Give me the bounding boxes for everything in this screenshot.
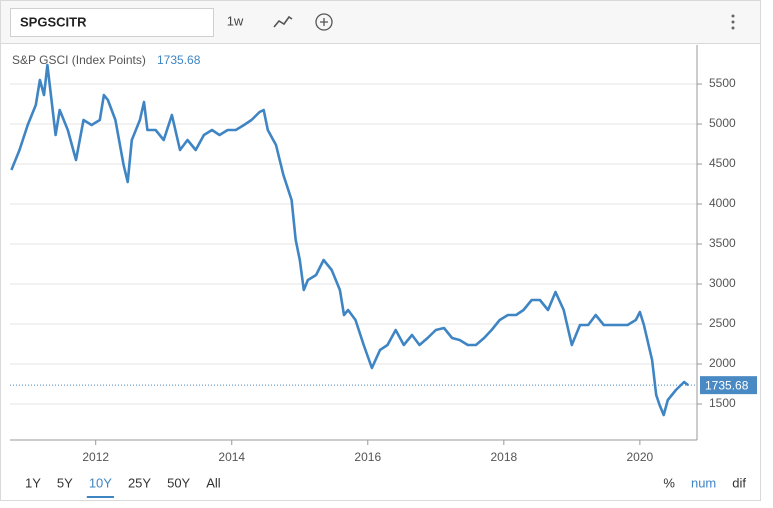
- y-tick-label: 4000: [709, 196, 736, 210]
- y-tick-label: 2500: [709, 316, 736, 330]
- range-button[interactable]: 50Y: [167, 475, 190, 490]
- x-tick-label: 2016: [354, 450, 381, 464]
- y-tick-label: 2000: [709, 356, 736, 370]
- x-tick-label: 2012: [82, 450, 109, 464]
- y-tick-label: 3500: [709, 236, 736, 250]
- last-value-box: [700, 376, 757, 395]
- mode-button[interactable]: num: [691, 475, 716, 490]
- y-tick-label: 1500: [709, 396, 736, 410]
- legend-name: S&P GSCI (Index Points): [12, 53, 146, 67]
- range-button[interactable]: 10Y: [89, 475, 112, 490]
- add-icon[interactable]: [315, 13, 333, 31]
- plot: 1500 2000 2500 3000 3500 4000 4500 5000 5500 2012…: [10, 45, 757, 464]
- y-tick-label: 5500: [709, 76, 736, 90]
- symbol-input[interactable]: [10, 8, 214, 37]
- range-button[interactable]: 5Y: [57, 475, 73, 490]
- y-tick-label: 4500: [709, 156, 736, 170]
- interval[interactable]: 1w: [227, 13, 244, 28]
- mode-button[interactable]: %: [663, 475, 675, 490]
- controls: 1Y 5Y 10Y 25Y 50Y All dif num%: [25, 475, 746, 498]
- y-tick-label: 3000: [709, 276, 736, 290]
- last-value-label: 1735.68: [705, 378, 749, 392]
- y-tick-label: 5000: [709, 116, 736, 130]
- x-tick-label: 2014: [218, 450, 245, 464]
- menu-icon[interactable]: [731, 14, 735, 30]
- legend-value: 1735.68: [157, 53, 201, 67]
- range-button[interactable]: 25Y: [128, 475, 151, 490]
- x-tick-label: 2018: [490, 450, 517, 464]
- mode-button[interactable]: dif: [732, 475, 746, 490]
- chart-type-icon[interactable]: [273, 15, 293, 28]
- price-line: [10, 63, 689, 417]
- range-button[interactable]: All: [206, 475, 221, 490]
- range-button[interactable]: 1Y: [25, 475, 41, 490]
- symbol: SPGSCITR: [20, 14, 87, 29]
- add-plus: [320, 18, 328, 26]
- frame: [0, 0, 761, 501]
- x-tick-label: 2020: [627, 450, 654, 464]
